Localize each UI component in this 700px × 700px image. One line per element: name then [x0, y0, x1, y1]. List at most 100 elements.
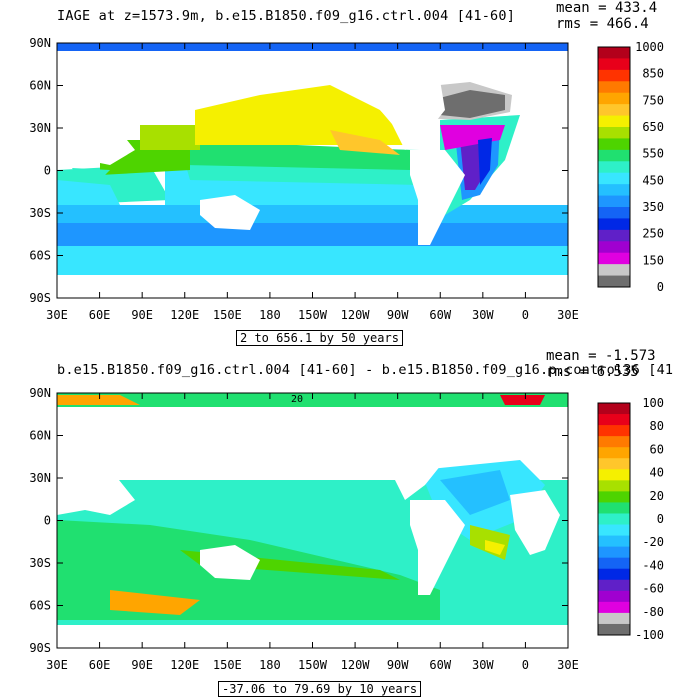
- panel2-mean: mean = -1.573: [546, 348, 656, 364]
- panel2-axes: 30E 60E 90E 120E 150E 180 150W 120W 90W 60W 30W 0 30…: [29, 386, 579, 672]
- p1-colorbar-swatch: [598, 195, 630, 208]
- p1-xtick-label: 120E: [170, 308, 199, 322]
- p1-colorbar-swatch: [598, 252, 630, 265]
- p1-xtick-label: 90E: [131, 308, 153, 322]
- p2-colorbar-label: 60: [650, 442, 664, 456]
- p1-north-america: [335, 60, 445, 150]
- p2-colorbar-swatch: [598, 403, 630, 415]
- p2-colorbar-swatch: [598, 513, 630, 526]
- p1-colorbar-label: 450: [642, 173, 664, 187]
- p2-colorbar-label: -20: [642, 535, 664, 549]
- p1-colorbar-frame: [597, 46, 631, 288]
- p1-colorbar-label: 250: [642, 227, 664, 241]
- p1-asia: [57, 51, 215, 125]
- p1-ytick-label: 0: [44, 164, 51, 178]
- p1-colorbar-swatch: [598, 104, 630, 117]
- p1-xtick-label: 0: [522, 308, 529, 322]
- panel1-map: [56, 42, 569, 299]
- p2-colorbar-swatch: [598, 524, 630, 537]
- p2-ytick-label: 90N: [29, 386, 51, 400]
- p1-colorbar-swatch: [598, 115, 630, 128]
- p2-ytick-label: 0: [44, 514, 51, 528]
- p2-colorbar-swatch: [598, 469, 630, 481]
- p1-colorbar-swatch: [598, 58, 630, 71]
- p2-xtick-label: 150W: [298, 658, 328, 672]
- p2-ytick-label: 30N: [29, 471, 51, 485]
- p1-xtick-label: 90W: [387, 308, 409, 322]
- p1-colorbar-swatch: [598, 47, 630, 59]
- p1-xtick-label: 120W: [341, 308, 371, 322]
- p2-colorbar-swatch: [598, 414, 630, 426]
- p2-xtick-label: 0: [522, 658, 529, 672]
- p2-xtick-label: 90E: [131, 658, 153, 672]
- panel2-map: 20: [56, 392, 569, 649]
- p2-xtick-label: 60E: [89, 658, 111, 672]
- panel2-colorbar: 100 80 60 40 20 0 -20 -40 -60 -80 -100: [597, 396, 664, 642]
- p2-xtick-label: 150E: [213, 658, 242, 672]
- p2-colorbar-label: -40: [642, 558, 664, 572]
- p2-colorbar-swatch: [598, 491, 630, 503]
- p2-colorbar-swatch: [598, 557, 630, 570]
- p1-ytick-label: 90S: [29, 291, 51, 305]
- p1-colorbar-label: 0: [657, 280, 664, 294]
- panel2-title: b.e15.B1850.f09_g16.ctrl.004 [41-60] - b…: [57, 362, 674, 378]
- p1-colorbar-label: 650: [642, 120, 664, 134]
- p2-xtick-label: 30E: [46, 658, 68, 672]
- p1-xtick-label: 150W: [298, 308, 328, 322]
- p1-xtick-label: 30W: [472, 308, 494, 322]
- p2-xtick-label: 180: [259, 658, 281, 672]
- p2-southern-ocean-hot: [110, 590, 200, 615]
- p1-colorbar-swatch: [598, 69, 630, 82]
- p2-colorbar-swatch: [598, 447, 630, 459]
- p1-xtick-label: 60E: [89, 308, 111, 322]
- p1-colorbar-swatch: [598, 275, 630, 288]
- p1-xtick-label: 30E: [557, 308, 579, 322]
- p1-xtick-label: 180: [259, 308, 281, 322]
- p1-south-america: [410, 150, 465, 245]
- p2-colorbar-frame: [597, 402, 631, 636]
- p2-xtick-label: 30W: [472, 658, 494, 672]
- p2-ytick-label: 90S: [29, 641, 51, 655]
- panel2-contour-info: -37.06 to 79.69 by 10 years: [218, 681, 422, 697]
- panel1-rms: rms = 466.4: [556, 16, 649, 32]
- p1-colorbar-label: 850: [642, 67, 664, 81]
- p2-contour-label-20: 20: [291, 394, 303, 405]
- p2-colorbar-swatch: [598, 568, 630, 581]
- p1-australia: [200, 195, 260, 230]
- p2-colorbar-label: -100: [635, 628, 664, 642]
- p2-colorbar-swatch: [598, 590, 630, 603]
- p1-ytick-label: 60S: [29, 249, 51, 263]
- p1-colorbar-label: 350: [642, 200, 664, 214]
- p1-xtick-label: 30E: [46, 308, 68, 322]
- p1-colorbar-swatch: [598, 161, 630, 174]
- p2-colorbar-label: 20: [650, 489, 664, 503]
- p2-ytick-label: 60S: [29, 599, 51, 613]
- p2-xtick-label: 90W: [387, 658, 409, 672]
- p2-colorbar-label: 0: [657, 512, 664, 526]
- p1-ytick-label: 30S: [29, 206, 51, 220]
- p2-colorbar-label: 100: [642, 396, 664, 410]
- panel1-title: IAGE at z=1573.9m, b.e15.B1850.f09_g16.c…: [57, 8, 516, 24]
- p2-colorbar-swatch: [598, 535, 630, 548]
- p1-ytick-label: 60N: [29, 79, 51, 93]
- p1-ytick-label: 90N: [29, 36, 51, 50]
- p1-colorbar-swatch: [598, 172, 630, 185]
- panel1-colorbar: 1000 850 750 650 550 450 350 250 150 0: [597, 40, 664, 294]
- panel1-mean: mean = 433.4: [556, 0, 658, 16]
- p1-colorbar-label: 550: [642, 147, 664, 161]
- p2-ytick-label: 30S: [29, 556, 51, 570]
- p2-colorbar-swatch: [598, 425, 630, 437]
- p1-colorbar-swatch: [598, 241, 630, 254]
- p1-north-pacific: [195, 85, 410, 145]
- p1-colorbar-label: 150: [642, 253, 664, 267]
- p2-colorbar-swatch: [598, 623, 630, 636]
- p2-colorbar-label: -80: [642, 605, 664, 619]
- p2-xtick-label: 120W: [341, 658, 371, 672]
- panel2-rms: rms = 6.535: [546, 364, 639, 380]
- panel1-contour-info: 2 to 656.1 by 50 years: [236, 330, 403, 346]
- p1-africa: [510, 140, 560, 205]
- p2-colorbar-swatch: [598, 480, 630, 492]
- p1-colorbar-swatch: [598, 184, 630, 197]
- p1-colorbar-swatch: [598, 92, 630, 105]
